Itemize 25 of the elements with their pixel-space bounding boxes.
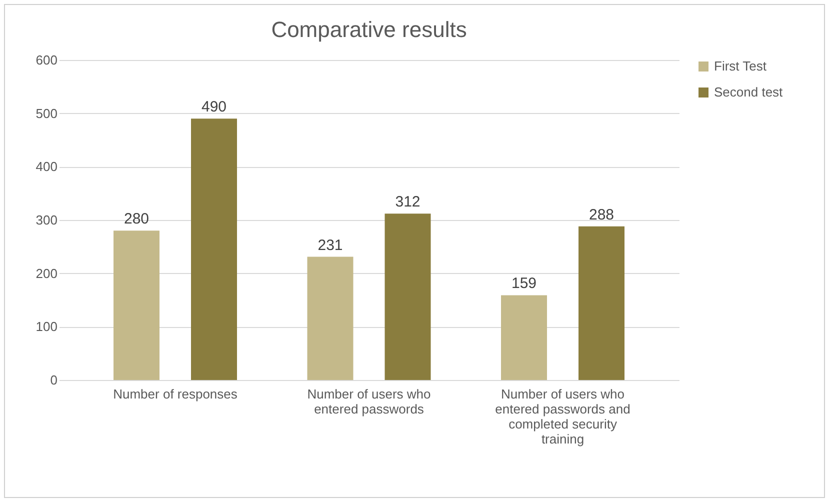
y-tick-label: 100 — [36, 319, 58, 334]
x-tick-label: Number of users who entered passwords — [307, 386, 431, 416]
y-tick-label: 0 — [50, 372, 58, 388]
data-label: 280 — [124, 210, 150, 228]
data-label: 159 — [511, 275, 537, 292]
data-label: 288 — [588, 206, 614, 224]
x-tick-label: Number of users who entered passwords and completed security training — [495, 386, 630, 446]
y-tick-label: 500 — [36, 106, 58, 121]
chart-title: Comparative results — [271, 17, 467, 42]
bar — [501, 295, 547, 380]
data-label: 231 — [318, 236, 343, 254]
data-label: 490 — [201, 98, 227, 116]
data-label: 312 — [395, 194, 420, 211]
bar — [384, 214, 431, 380]
bar — [307, 256, 354, 380]
y-tick-label: 600 — [36, 52, 58, 68]
y-tick-label: 300 — [36, 212, 58, 228]
y-tick-label: 400 — [36, 159, 58, 174]
x-tick-label: Number of responses — [113, 386, 238, 402]
y-tick-label: 200 — [36, 266, 58, 281]
bar — [114, 230, 160, 380]
bar — [578, 226, 624, 380]
legend-label: Second test — [714, 84, 784, 100]
bar — [191, 118, 237, 380]
legend-label: First Test — [714, 58, 767, 74]
